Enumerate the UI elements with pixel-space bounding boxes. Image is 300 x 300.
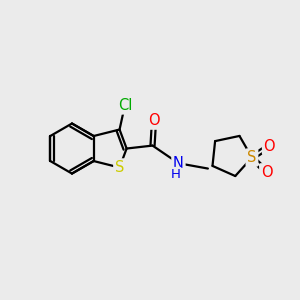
Text: O: O	[261, 165, 272, 180]
Text: Cl: Cl	[118, 98, 132, 113]
Text: S: S	[247, 150, 256, 165]
Text: O: O	[264, 139, 275, 154]
Text: H: H	[171, 168, 180, 181]
Text: O: O	[148, 113, 160, 128]
Text: N: N	[173, 156, 184, 171]
Text: S: S	[115, 160, 124, 175]
